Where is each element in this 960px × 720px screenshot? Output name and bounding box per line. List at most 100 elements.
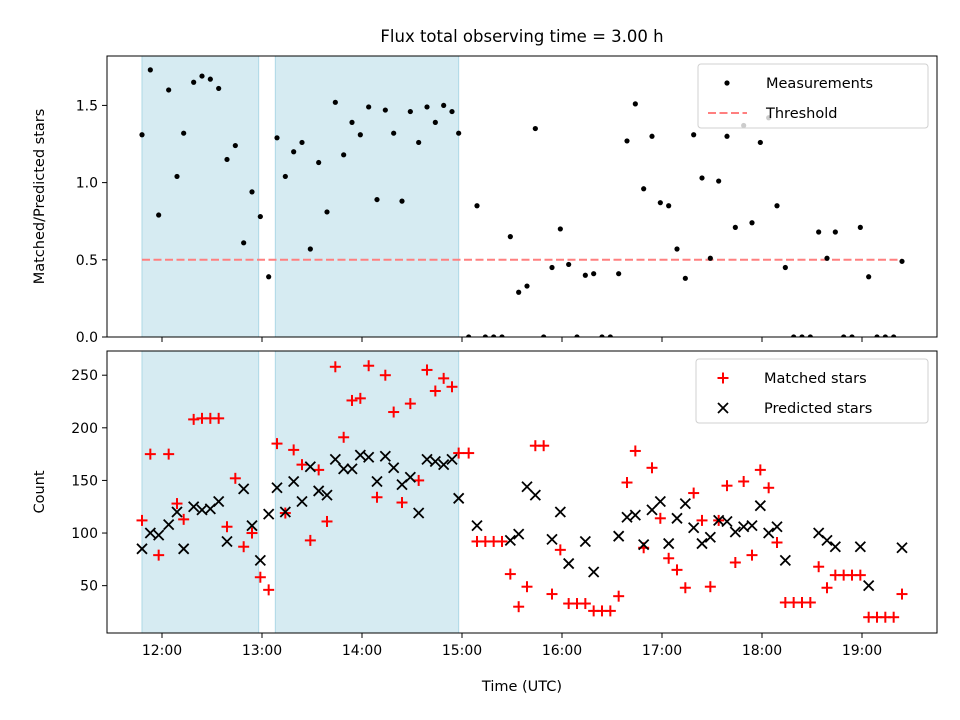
x-tick-label: 19:00 — [842, 643, 882, 659]
measurement-point — [732, 224, 738, 230]
measurement-point — [899, 258, 905, 264]
matched-star-marker — [396, 497, 408, 509]
predicted-star-marker — [288, 475, 300, 488]
predicted-star-marker — [654, 495, 666, 508]
legend: Measurements Threshold — [697, 63, 929, 129]
measurement-point — [841, 334, 847, 337]
matched-star-marker — [263, 584, 275, 596]
shaded-interval-2 — [274, 350, 460, 634]
matched-star-marker — [136, 514, 148, 526]
measurement-point — [174, 173, 180, 180]
predicted-star-marker — [863, 580, 875, 592]
predicted-star-marker — [446, 453, 458, 466]
legend-label: Predicted stars — [764, 401, 872, 417]
predicted-star-marker — [163, 518, 175, 531]
measurement-point — [399, 198, 405, 204]
predicted-star-marker — [554, 506, 566, 518]
predicted-star-marker — [854, 541, 866, 553]
measurement-point — [882, 334, 888, 337]
predicted-star-marker — [363, 451, 375, 463]
predicted-star-marker — [371, 475, 383, 488]
matched-star-marker — [178, 513, 190, 525]
measurement-point — [549, 264, 555, 271]
predicted-star-marker — [388, 462, 400, 474]
matched-star-marker — [688, 487, 700, 499]
measurement-point — [666, 203, 672, 209]
matched-star-marker — [363, 360, 375, 372]
matched-star-marker — [746, 549, 758, 561]
legend-box — [695, 358, 929, 424]
matched-star-marker — [538, 440, 550, 452]
predicted-star-marker — [563, 557, 575, 570]
predicted-star-marker — [213, 495, 225, 508]
x-tick-label: 18:00 — [742, 643, 782, 659]
measurement-point — [216, 85, 222, 92]
predicted-star-marker — [421, 453, 433, 466]
predicted-star-marker — [763, 527, 775, 539]
measurement-point — [799, 334, 805, 337]
predicted-star-marker — [471, 520, 483, 532]
matched-star-marker — [354, 392, 366, 404]
matched-star-marker — [721, 480, 733, 492]
predicted-star-marker — [304, 461, 316, 473]
predicted-star-marker — [696, 537, 708, 550]
predicted-star-marker — [136, 543, 148, 555]
measurement-point — [282, 173, 288, 180]
predicted-star-marker — [238, 483, 250, 495]
measurement-point — [357, 132, 363, 138]
predicted-star-marker — [153, 529, 165, 541]
matched-star-marker — [888, 611, 900, 623]
x-tick-label: 17:00 — [642, 643, 682, 659]
predicted-star-marker — [329, 453, 341, 466]
measurement-point — [649, 133, 655, 139]
measurement-point — [707, 255, 713, 261]
matched-star-marker — [754, 464, 766, 476]
predicted-star-marker — [296, 495, 308, 508]
predicted-star-marker — [263, 508, 275, 520]
measurement-point — [232, 142, 238, 149]
predicted-star-marker — [144, 527, 156, 539]
y-tick-label: 0.0 — [76, 330, 98, 346]
y-tick-label: 1.5 — [76, 98, 98, 114]
y-tick-label: 200 — [71, 421, 98, 437]
matched-star-marker — [446, 381, 458, 393]
matched-star-marker — [679, 582, 691, 594]
measurement-point — [849, 334, 855, 337]
measurement-point — [832, 229, 838, 235]
measurement-point — [156, 212, 162, 218]
measurement-point — [181, 130, 187, 136]
matched-star-marker — [496, 535, 508, 547]
matched-star-marker — [896, 588, 908, 600]
measurement-point — [891, 334, 897, 337]
measurement-point — [682, 275, 688, 281]
x-tick-label: 16:00 — [542, 643, 582, 659]
matched-star-marker — [813, 561, 825, 573]
measurement-point — [374, 196, 380, 203]
plot-frame — [106, 55, 938, 338]
predicted-star-marker — [429, 455, 441, 468]
predicted-star-marker — [254, 554, 266, 567]
predicted-star-marker — [896, 542, 908, 554]
matched-star-marker — [288, 444, 300, 456]
measurement-point — [716, 178, 722, 184]
predicted-star-marker — [729, 526, 741, 538]
predicted-star-marker — [413, 507, 425, 519]
matched-star-marker — [429, 385, 441, 397]
matched-star-marker — [329, 361, 341, 373]
measurement-point — [274, 135, 280, 141]
matched-star-marker — [504, 568, 516, 580]
predicted-star-marker — [646, 504, 658, 516]
predicted-star-marker — [688, 522, 700, 534]
measurement-point — [199, 73, 205, 79]
measurement-point — [491, 334, 497, 337]
measurement-point — [657, 200, 663, 206]
predicted-star-marker — [529, 489, 541, 501]
matched-star-marker — [229, 472, 241, 484]
measurement-point — [241, 240, 247, 246]
matched-star-marker — [163, 448, 175, 460]
measurement-point — [699, 175, 705, 181]
matched-star-marker — [804, 596, 816, 608]
measurement-point — [466, 334, 472, 337]
measurement-point — [557, 226, 563, 232]
matched-star-marker — [171, 498, 183, 510]
